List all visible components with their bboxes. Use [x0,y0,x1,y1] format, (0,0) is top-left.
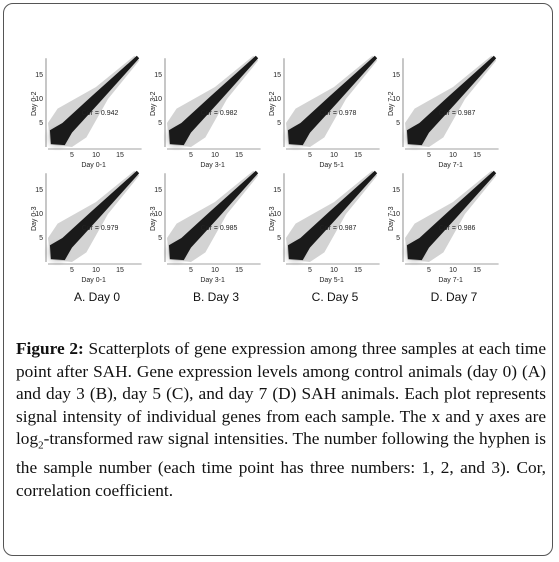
y-axis-label: Day 5-2 [269,91,276,116]
panel-label: D. Day 7 [431,290,478,304]
y-tick-label: 10 [35,211,43,218]
y-tick-label: 15 [273,72,281,79]
figure-caption: Figure 2: Scatterplots of gene expressio… [16,338,546,503]
x-axis-label: Day 0-1 [81,162,106,169]
correlation-label: Cor = 0.942 [82,110,119,117]
figure-frame [3,3,553,556]
x-tick-label: 15 [473,152,481,159]
scatter-cloud [168,55,259,146]
y-tick-label: 5 [396,235,400,242]
y-axis-label: Day 5-3 [269,206,276,231]
x-tick-label: 10 [449,267,457,274]
y-tick-label: 5 [396,120,400,127]
x-tick-label: 15 [354,152,362,159]
caption-text: Scatterplots of gene expression among th… [16,339,546,449]
y-axis-label: Day 7-3 [388,206,395,231]
x-tick-label: 15 [235,267,243,274]
x-tick-label: 15 [116,267,124,274]
y-tick-label: 15 [392,72,400,79]
y-tick-label: 15 [154,72,162,79]
y-tick-label: 5 [158,120,162,127]
panel-label: A. Day 0 [74,290,120,304]
y-tick-label: 10 [273,96,281,103]
x-axis-label: Day 3-1 [200,277,225,284]
scatter-cloud [406,55,497,146]
caption-subscript: 2 [38,439,44,452]
x-tick-label: 5 [427,267,431,274]
y-tick-label: 10 [273,211,281,218]
scatter-cloud [49,55,140,146]
y-tick-label: 15 [35,72,43,79]
y-tick-label: 5 [277,235,281,242]
correlation-label: Cor = 0.987 [320,225,357,232]
x-tick-label: 5 [427,152,431,159]
y-tick-label: 15 [392,187,400,194]
x-tick-label: 15 [473,267,481,274]
x-tick-label: 10 [92,152,100,159]
x-tick-label: 5 [70,152,74,159]
scatter-cloud [406,170,497,261]
x-tick-label: 10 [330,267,338,274]
correlation-label: Cor = 0.985 [201,225,238,232]
x-axis-label: Day 0-1 [81,277,106,284]
y-tick-label: 15 [35,187,43,194]
y-tick-label: 15 [154,187,162,194]
scatter-cloud [168,170,259,261]
x-axis-label: Day 3-1 [200,162,225,169]
correlation-label: Cor = 0.986 [439,225,476,232]
x-tick-label: 10 [211,267,219,274]
x-tick-label: 15 [354,267,362,274]
x-tick-label: 10 [330,152,338,159]
y-axis-label: Day 3-3 [150,206,157,231]
x-axis-label: Day 5-1 [319,162,344,169]
y-tick-label: 5 [158,235,162,242]
y-axis-label: Day 0-3 [31,206,38,231]
caption-text: -transformed raw signal intensities. The… [16,429,546,501]
y-tick-label: 5 [277,120,281,127]
x-tick-label: 5 [189,152,193,159]
y-axis-label: Day 3-2 [150,91,157,116]
y-tick-label: 5 [39,235,43,242]
correlation-label: Cor = 0.978 [320,110,357,117]
x-tick-label: 5 [308,267,312,274]
x-tick-label: 10 [92,267,100,274]
y-tick-label: 10 [392,211,400,218]
figure: 5 10 15 5 10 15 Day 0-1 Day 0-2 Cor = 0.942 5 10 15… [31,55,499,304]
y-tick-label: 15 [273,187,281,194]
scatter-cloud [49,170,140,261]
correlation-label: Cor = 0.979 [82,225,119,232]
correlation-label: Cor = 0.982 [201,110,238,117]
caption-label: Figure 2: [16,339,84,358]
scatter-cloud [287,170,378,261]
panel-label: C. Day 5 [312,290,359,304]
y-axis-label: Day 0-2 [31,91,38,116]
x-tick-label: 5 [189,267,193,274]
correlation-label: Cor = 0.987 [439,110,476,117]
y-axis-label: Day 7-2 [388,91,395,116]
x-tick-label: 5 [70,267,74,274]
x-tick-label: 10 [211,152,219,159]
y-tick-label: 10 [154,211,162,218]
x-tick-label: 15 [116,152,124,159]
scatter-cloud [287,55,378,146]
y-tick-label: 10 [154,96,162,103]
y-tick-label: 10 [392,96,400,103]
y-tick-label: 5 [39,120,43,127]
x-axis-label: Day 5-1 [319,277,344,284]
x-tick-label: 15 [235,152,243,159]
panel-label: B. Day 3 [193,290,239,304]
x-axis-label: Day 7-1 [438,277,463,284]
y-tick-label: 10 [35,96,43,103]
x-tick-label: 5 [308,152,312,159]
x-tick-label: 10 [449,152,457,159]
x-axis-label: Day 7-1 [438,162,463,169]
